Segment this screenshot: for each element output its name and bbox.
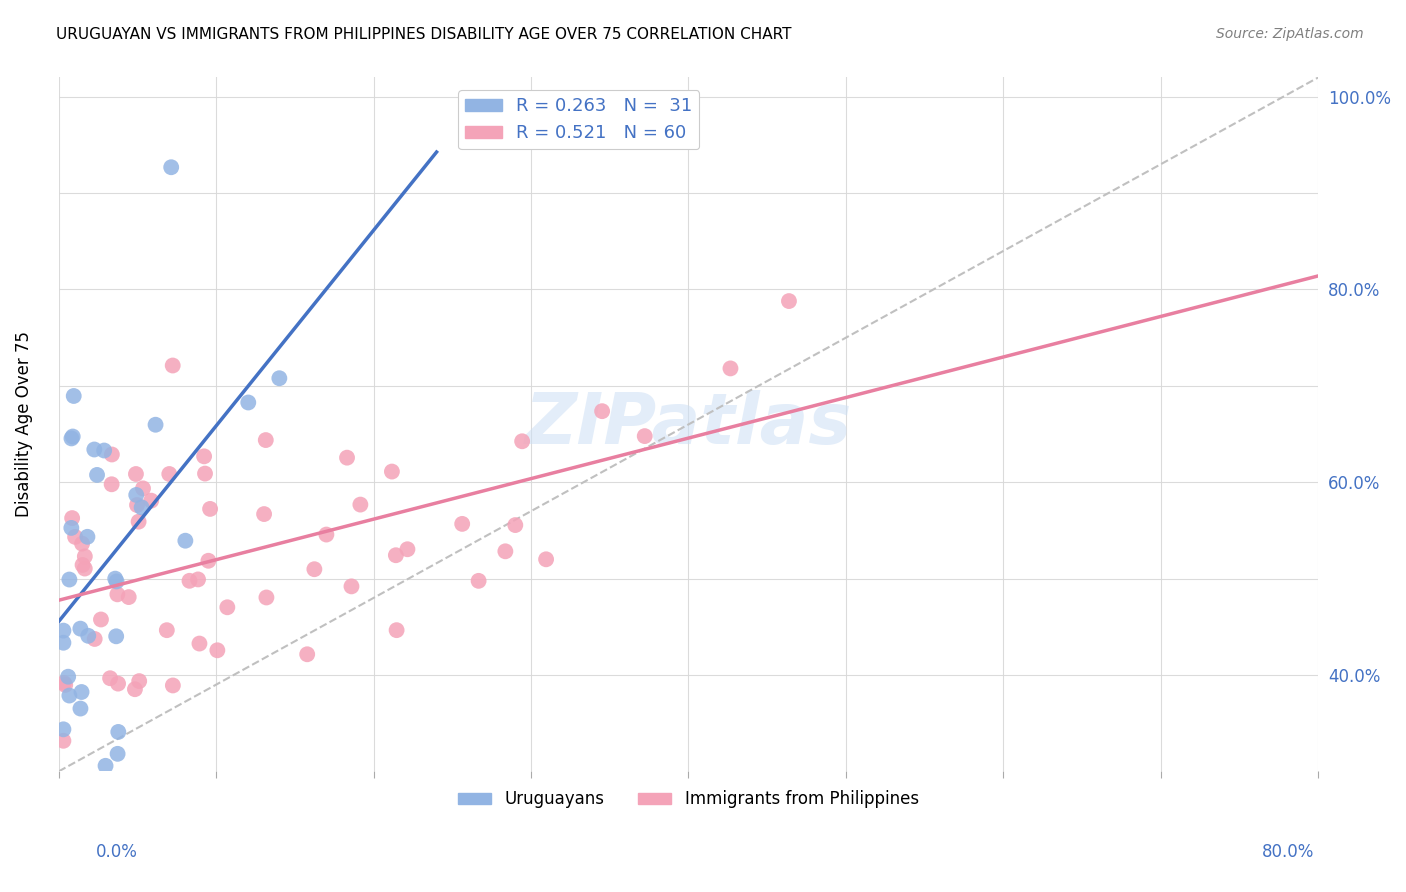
Point (52, 636, 75, 650)
Point (197, 554, 219, 568)
Point (451, 516, 474, 531)
Point (238, 395, 260, 409)
Point (105, 629, 128, 643)
Point (52, 624, 75, 638)
Point (94, 759, 117, 773)
Point (591, 404, 613, 418)
Point (62, 429, 84, 443)
Point (107, 747, 129, 761)
Point (510, 434, 533, 449)
Point (396, 542, 419, 557)
Point (62, 389, 84, 403)
Point (145, 417, 167, 432)
Y-axis label: Disability Age Over 75: Disability Age Over 75 (15, 332, 32, 517)
Point (69, 622, 91, 636)
Point (778, 294, 800, 309)
Point (70, 536, 93, 550)
Point (52, 733, 75, 747)
Point (63, 530, 86, 544)
Point (69, 701, 91, 715)
Point (315, 527, 337, 541)
Point (340, 579, 363, 593)
Point (52, 676, 75, 690)
Text: 0.0%: 0.0% (96, 843, 138, 861)
Point (505, 518, 527, 533)
Point (132, 482, 155, 496)
Point (254, 591, 277, 605)
Point (107, 676, 129, 690)
Point (336, 450, 359, 465)
Point (162, 678, 184, 692)
Point (118, 590, 141, 604)
Point (73, 549, 96, 564)
Point (104, 572, 127, 586)
Point (157, 467, 180, 481)
Point (125, 467, 148, 481)
Point (198, 502, 221, 516)
Point (634, 429, 657, 443)
Point (60, 431, 83, 445)
Point (58, 689, 80, 703)
Point (188, 636, 211, 650)
Point (254, 433, 277, 447)
Point (162, 359, 184, 373)
Point (269, 371, 291, 385)
Point (105, 587, 128, 601)
Point (83, 442, 105, 457)
Legend: Uruguayans, Immigrants from Philippines: Uruguayans, Immigrants from Philippines (451, 784, 925, 815)
Point (83, 632, 105, 646)
Point (125, 498, 148, 512)
Text: 80.0%: 80.0% (1263, 843, 1315, 861)
Point (131, 500, 153, 515)
Point (125, 488, 148, 502)
Point (217, 600, 239, 615)
Point (207, 643, 229, 657)
Point (467, 574, 489, 588)
Point (349, 498, 371, 512)
Point (128, 515, 150, 529)
Point (194, 467, 217, 481)
Point (385, 548, 408, 562)
Point (253, 507, 276, 521)
Point (179, 574, 201, 588)
Point (304, 562, 326, 576)
Point (72, 558, 94, 572)
Point (174, 533, 197, 548)
Point (56, 670, 79, 684)
Point (98, 671, 121, 685)
Point (295, 647, 318, 661)
Point (156, 623, 179, 637)
Point (93, 443, 115, 458)
Point (70, 685, 93, 699)
Point (720, 361, 742, 376)
Point (385, 623, 408, 637)
Point (101, 448, 124, 462)
Text: URUGUAYAN VS IMMIGRANTS FROM PHILIPPINES DISABILITY AGE OVER 75 CORRELATION CHAR: URUGUAYAN VS IMMIGRANTS FROM PHILIPPINES… (56, 27, 792, 42)
Point (60, 511, 83, 525)
Point (141, 493, 163, 508)
Text: Source: ZipAtlas.com: Source: ZipAtlas.com (1216, 27, 1364, 41)
Point (77, 629, 100, 643)
Point (193, 450, 215, 464)
Point (53, 678, 76, 692)
Point (124, 682, 146, 697)
Point (60, 521, 83, 535)
Point (52, 723, 75, 737)
Point (107, 725, 129, 739)
Text: ZIPatlas: ZIPatlas (524, 390, 852, 458)
Point (534, 552, 557, 566)
Point (381, 465, 404, 479)
Point (128, 674, 150, 689)
Point (100, 477, 122, 491)
Point (76, 530, 98, 544)
Point (58, 573, 80, 587)
Point (494, 544, 516, 558)
Point (90, 612, 112, 626)
Point (160, 160, 183, 174)
Point (86, 467, 108, 482)
Point (105, 574, 128, 589)
Point (187, 573, 209, 587)
Point (73, 561, 96, 575)
